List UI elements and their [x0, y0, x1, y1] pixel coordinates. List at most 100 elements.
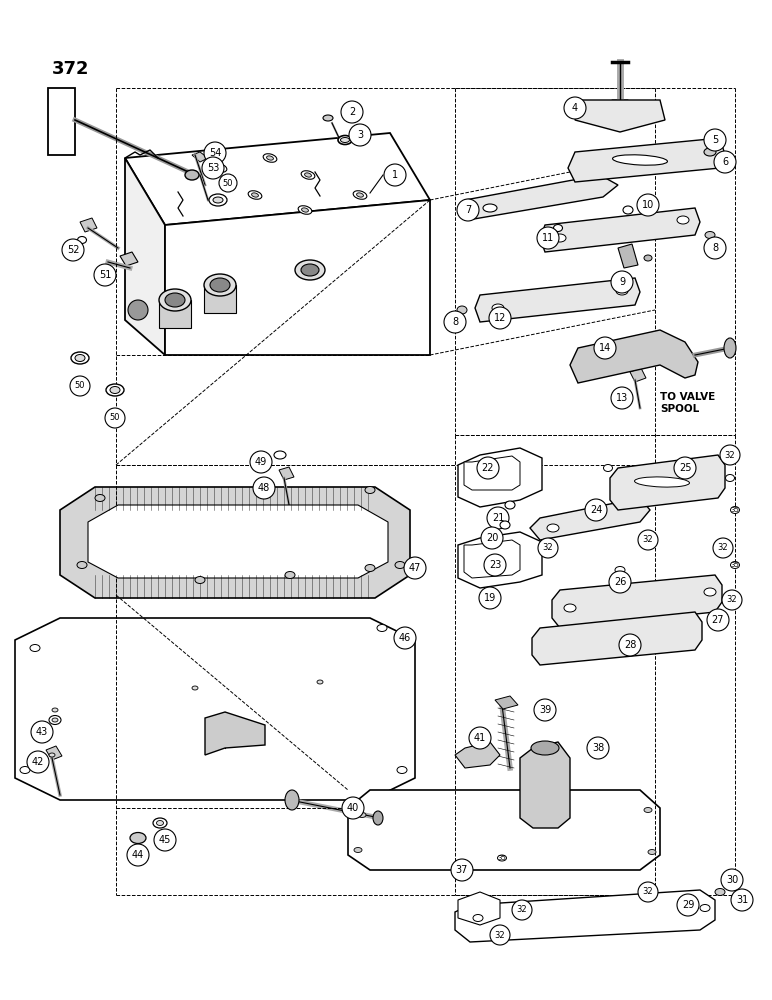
Circle shape: [94, 264, 116, 286]
Circle shape: [342, 797, 364, 819]
Polygon shape: [125, 133, 430, 225]
Ellipse shape: [49, 753, 55, 757]
Ellipse shape: [730, 562, 740, 568]
Ellipse shape: [564, 604, 576, 612]
Polygon shape: [46, 746, 62, 760]
Ellipse shape: [500, 521, 510, 529]
Ellipse shape: [615, 566, 625, 574]
Circle shape: [457, 199, 479, 221]
Ellipse shape: [357, 193, 364, 197]
Circle shape: [219, 174, 237, 192]
Polygon shape: [464, 456, 520, 490]
Polygon shape: [475, 278, 640, 322]
Polygon shape: [540, 208, 700, 252]
Text: 53: 53: [207, 163, 219, 173]
Ellipse shape: [323, 115, 333, 121]
Ellipse shape: [110, 386, 120, 393]
Text: 45: 45: [159, 835, 171, 845]
Ellipse shape: [492, 304, 504, 312]
Circle shape: [490, 925, 510, 945]
Text: 40: 40: [347, 803, 359, 813]
Text: 50: 50: [75, 381, 85, 390]
Text: 27: 27: [712, 615, 724, 625]
Ellipse shape: [49, 716, 61, 724]
Text: 32: 32: [516, 906, 527, 914]
Circle shape: [105, 408, 125, 428]
Ellipse shape: [358, 812, 366, 818]
Text: 37: 37: [455, 865, 468, 875]
Ellipse shape: [301, 171, 315, 179]
Ellipse shape: [612, 155, 668, 165]
Ellipse shape: [52, 718, 58, 722]
Ellipse shape: [157, 820, 164, 826]
Circle shape: [444, 311, 466, 333]
Polygon shape: [570, 330, 698, 383]
Text: 44: 44: [132, 850, 144, 860]
Circle shape: [512, 900, 532, 920]
Ellipse shape: [704, 588, 716, 596]
Text: 46: 46: [399, 633, 411, 643]
Ellipse shape: [52, 708, 58, 712]
Ellipse shape: [724, 338, 736, 358]
Ellipse shape: [153, 818, 167, 828]
Ellipse shape: [192, 686, 198, 690]
Text: 35: 35: [730, 562, 740, 568]
Text: 30: 30: [726, 875, 738, 885]
Text: 52: 52: [66, 245, 80, 255]
Polygon shape: [205, 712, 265, 755]
Circle shape: [677, 894, 699, 916]
Circle shape: [564, 97, 586, 119]
Ellipse shape: [209, 194, 227, 206]
Ellipse shape: [95, 494, 105, 502]
Ellipse shape: [604, 464, 612, 472]
Text: 43: 43: [36, 727, 48, 737]
Text: 47: 47: [409, 563, 422, 573]
Ellipse shape: [317, 680, 323, 684]
Ellipse shape: [497, 855, 506, 861]
Circle shape: [721, 869, 743, 891]
Ellipse shape: [644, 808, 652, 812]
Polygon shape: [348, 790, 660, 870]
Circle shape: [704, 129, 726, 151]
Text: 51: 51: [99, 270, 111, 280]
Circle shape: [469, 727, 491, 749]
Polygon shape: [610, 455, 725, 510]
Circle shape: [204, 142, 226, 164]
Circle shape: [70, 376, 90, 396]
Text: 32: 32: [726, 595, 737, 604]
Ellipse shape: [730, 506, 740, 514]
Circle shape: [704, 237, 726, 259]
Ellipse shape: [75, 355, 85, 361]
Text: 6: 6: [722, 157, 728, 167]
Ellipse shape: [106, 384, 124, 396]
Polygon shape: [192, 152, 208, 162]
Circle shape: [394, 627, 416, 649]
Ellipse shape: [301, 264, 319, 276]
Text: 8: 8: [712, 243, 718, 253]
Text: 10: 10: [642, 200, 654, 210]
Polygon shape: [204, 285, 236, 313]
Ellipse shape: [298, 206, 312, 214]
Circle shape: [484, 554, 506, 576]
Circle shape: [587, 737, 609, 759]
Ellipse shape: [397, 766, 407, 774]
Text: 32: 32: [642, 536, 653, 544]
Text: 4: 4: [572, 103, 578, 113]
Ellipse shape: [185, 170, 199, 180]
Text: 1: 1: [392, 170, 398, 180]
Text: 48: 48: [258, 483, 270, 493]
Circle shape: [477, 457, 499, 479]
Polygon shape: [80, 218, 97, 232]
Circle shape: [202, 157, 224, 179]
Text: 372: 372: [52, 60, 90, 78]
Circle shape: [128, 300, 148, 320]
Circle shape: [611, 271, 633, 293]
Ellipse shape: [195, 576, 205, 584]
Circle shape: [154, 829, 176, 851]
Circle shape: [714, 151, 736, 173]
Circle shape: [31, 721, 53, 743]
Polygon shape: [552, 575, 722, 628]
Polygon shape: [15, 618, 415, 800]
Ellipse shape: [457, 306, 467, 314]
Polygon shape: [465, 175, 618, 220]
